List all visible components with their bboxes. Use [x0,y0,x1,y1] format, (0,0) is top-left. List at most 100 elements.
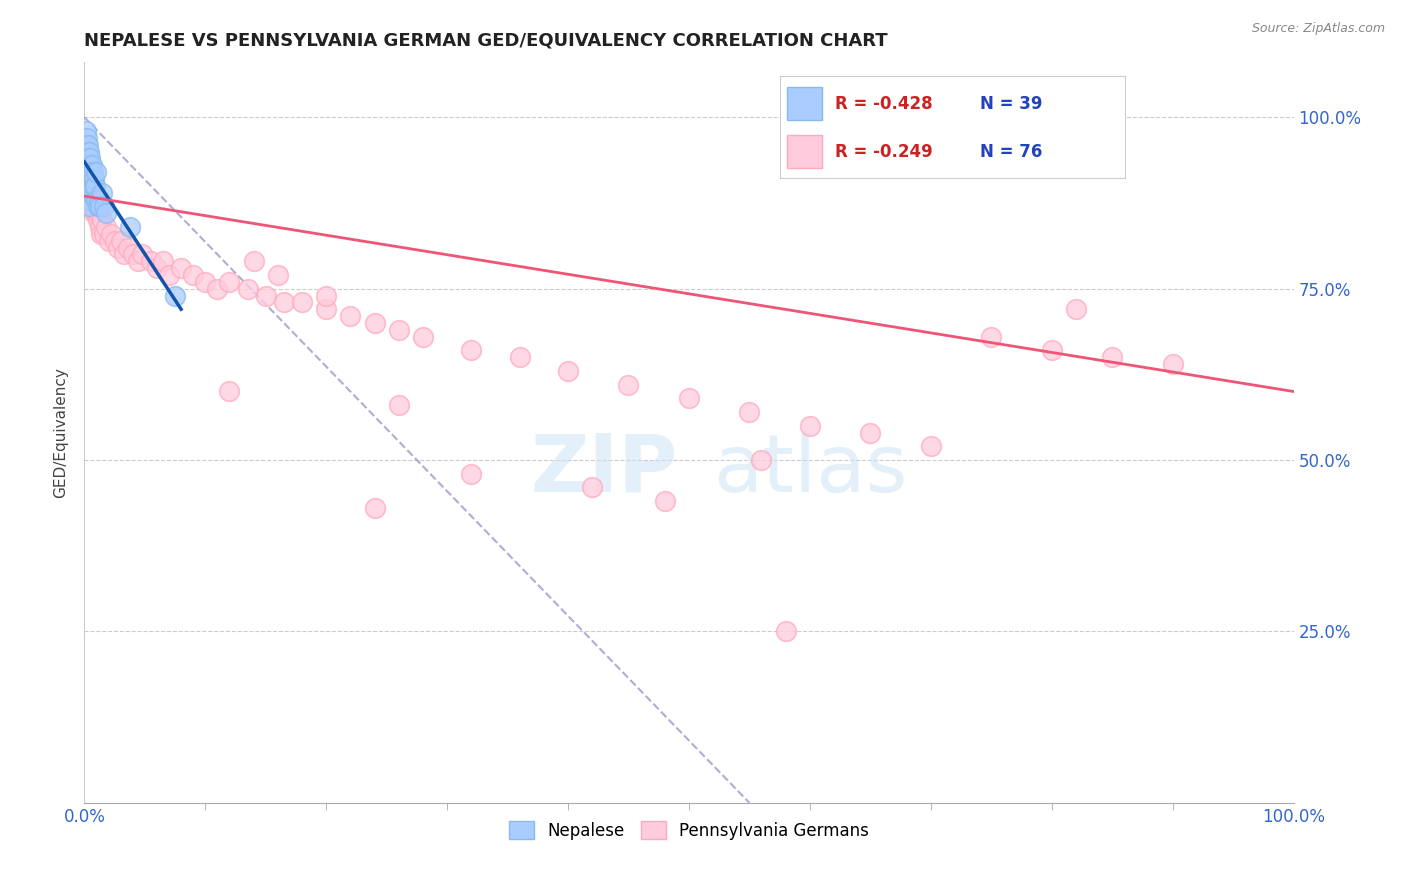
Y-axis label: GED/Equivalency: GED/Equivalency [53,368,69,498]
Point [509,350,531,364]
Point [980,329,1002,343]
Point [94,206,117,220]
Point [388,398,411,412]
Point [751,453,773,467]
Point [84,199,107,213]
Point [91,213,114,227]
Point [339,309,361,323]
Point [75,145,97,159]
Point [617,377,640,392]
Point [165,288,187,302]
Point [75,152,97,166]
Point [87,206,110,220]
Point [242,254,264,268]
Point [77,178,100,193]
Point [80,178,103,193]
Point [80,158,103,172]
Point [79,165,101,179]
Point [77,178,100,193]
Point [86,206,108,220]
Point [127,254,149,268]
Point [799,418,821,433]
Point [110,234,132,248]
Point [90,227,112,241]
Point [100,227,122,241]
Point [76,145,98,159]
Point [170,261,193,276]
Point [76,165,98,179]
Point [86,165,108,179]
Text: N = 76: N = 76 [980,143,1042,161]
Point [93,227,115,241]
Point [77,186,100,200]
Text: atlas: atlas [713,431,907,508]
Point [77,186,100,200]
Point [76,172,98,186]
Point [77,199,100,213]
Point [83,193,105,207]
Point [93,199,115,213]
Point [207,282,229,296]
Point [80,172,103,186]
Bar [787,87,821,120]
Point [77,193,100,207]
Point [77,152,100,166]
Point [460,343,482,358]
Point [77,172,100,186]
Point [112,247,135,261]
Point [254,288,277,302]
Point [91,186,114,200]
Point [97,234,120,248]
Point [363,316,385,330]
Point [80,193,103,207]
Point [79,193,101,207]
Point [83,206,105,220]
Point [581,480,603,494]
Point [131,247,153,261]
Point [678,392,700,406]
Point [181,268,204,282]
Point [139,254,162,268]
Point [775,624,797,639]
Point [1161,357,1184,371]
Point [1101,350,1123,364]
Point [859,425,882,440]
Point [77,137,100,152]
Point [460,467,482,481]
Point [920,439,942,453]
Point [121,247,143,261]
Point [86,193,108,207]
Point [77,186,100,200]
Point [291,295,314,310]
Point [77,145,100,159]
Point [79,178,101,193]
Text: R = -0.249: R = -0.249 [835,143,934,161]
Point [87,193,110,207]
Point [152,254,174,268]
Text: ZIP: ZIP [530,431,678,508]
Point [738,405,761,419]
Point [557,364,579,378]
Point [120,219,142,234]
Point [363,501,385,516]
Point [82,178,104,193]
Point [76,131,98,145]
Legend: Nepalese, Pennsylvania Germans: Nepalese, Pennsylvania Germans [502,814,876,847]
Point [315,302,337,317]
Text: N = 39: N = 39 [980,95,1043,112]
Point [86,213,108,227]
Point [75,137,97,152]
Point [146,261,169,276]
Point [273,295,295,310]
Point [654,494,676,508]
Point [76,158,98,172]
Point [77,165,100,179]
Point [194,275,217,289]
Point [80,186,103,200]
Point [83,172,105,186]
Point [388,323,411,337]
Point [77,165,100,179]
Point [89,219,111,234]
Point [218,275,240,289]
Text: NEPALESE VS PENNSYLVANIA GERMAN GED/EQUIVALENCY CORRELATION CHART: NEPALESE VS PENNSYLVANIA GERMAN GED/EQUI… [84,32,889,50]
